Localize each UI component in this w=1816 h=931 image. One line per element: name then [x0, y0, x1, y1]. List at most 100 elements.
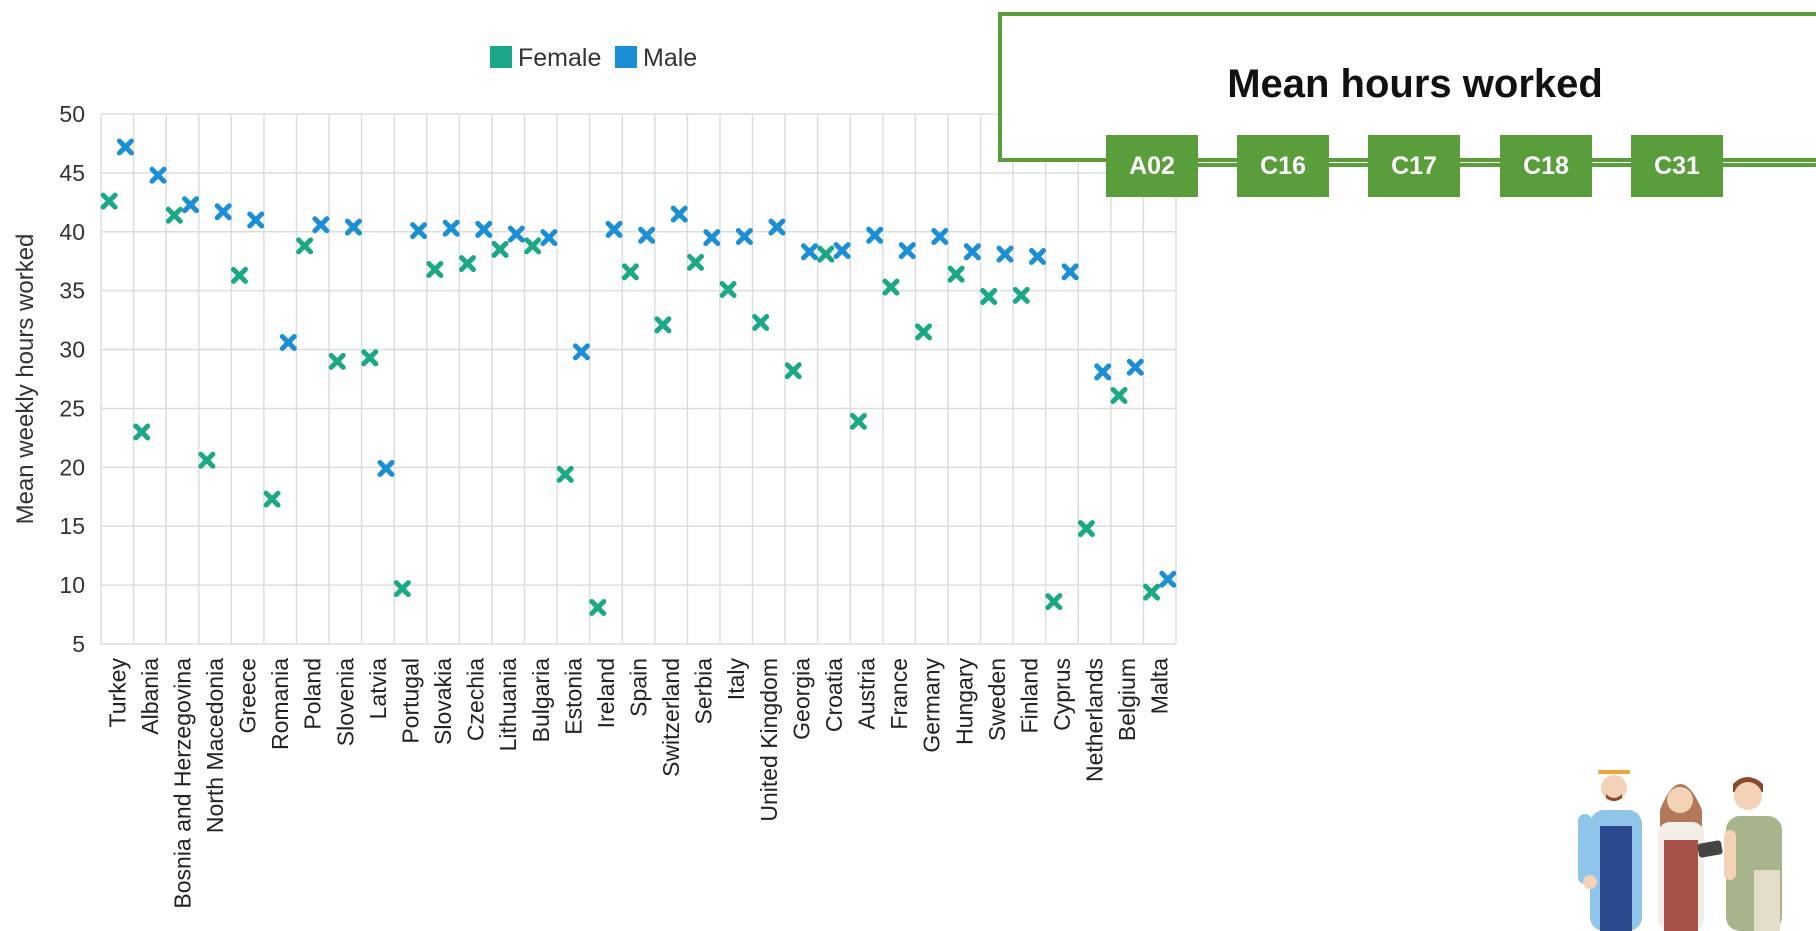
- workers-illustration: [1578, 770, 1782, 931]
- x-tick-label: Bosnia and Herzegovina: [169, 658, 195, 909]
- x-tick-label: Slovakia: [430, 658, 456, 745]
- x-tick-label: Malta: [1147, 658, 1173, 714]
- point-male: [1094, 363, 1112, 381]
- point-female: [296, 237, 314, 255]
- point-female: [198, 451, 216, 469]
- point-female: [1143, 583, 1161, 601]
- x-tick-label: Germany: [919, 658, 945, 753]
- point-female: [654, 316, 672, 334]
- point-female: [556, 465, 574, 483]
- legend-swatch-female: [490, 46, 512, 68]
- point-female: [882, 278, 900, 296]
- point-male: [963, 243, 981, 261]
- x-tick-label: Portugal: [397, 658, 423, 744]
- x-tick-label: Belgium: [1114, 658, 1140, 741]
- point-female: [687, 253, 705, 271]
- y-tick-label: 45: [59, 160, 85, 186]
- point-male: [931, 227, 949, 245]
- point-female: [817, 245, 835, 263]
- code-button-c16[interactable]: C16: [1237, 135, 1329, 197]
- panel-divider: [1150, 163, 1816, 167]
- x-tick-label: Estonia: [560, 658, 586, 735]
- y-tick-label: 10: [59, 572, 85, 598]
- x-tick-label: Hungary: [951, 658, 977, 745]
- point-male: [801, 243, 819, 261]
- x-tick-label: Turkey: [104, 658, 130, 728]
- point-female: [980, 288, 998, 306]
- point-male: [247, 211, 265, 229]
- point-male: [703, 229, 721, 247]
- x-tick-label: Italy: [723, 658, 749, 701]
- x-tick-label: Switzerland: [658, 658, 684, 777]
- x-tick-label: Ireland: [593, 658, 619, 728]
- code-button-c17[interactable]: C17: [1368, 135, 1460, 197]
- point-female: [100, 192, 118, 210]
- point-female: [361, 349, 379, 367]
- point-male: [605, 220, 623, 238]
- x-tick-label: Spain: [626, 658, 652, 717]
- point-male: [312, 216, 330, 234]
- panel-title: Mean hours worked: [1227, 62, 1603, 106]
- x-tick-label: France: [886, 658, 912, 730]
- point-female: [849, 412, 867, 430]
- x-tick-label: United Kingdom: [756, 658, 782, 822]
- point-male: [572, 343, 590, 361]
- y-tick-label: 25: [59, 395, 85, 421]
- point-male: [214, 203, 232, 221]
- y-tick-label: 20: [59, 454, 85, 480]
- point-male: [149, 166, 167, 184]
- point-female: [458, 255, 476, 273]
- point-male: [377, 460, 395, 478]
- y-axis-label: Mean weekly hours worked: [12, 234, 39, 525]
- point-female: [230, 266, 248, 284]
- point-female: [491, 240, 509, 258]
- point-male: [1061, 263, 1079, 281]
- point-female: [426, 260, 444, 278]
- worker-figure-2: [1658, 784, 1723, 931]
- x-tick-label: Poland: [300, 658, 326, 730]
- legend-swatch-male: [615, 46, 637, 68]
- point-female: [915, 323, 933, 341]
- y-tick-label: 35: [59, 278, 85, 304]
- point-male: [768, 218, 786, 236]
- point-male: [475, 220, 493, 238]
- point-female: [621, 263, 639, 281]
- point-female: [133, 423, 151, 441]
- code-button-c18[interactable]: C18: [1500, 135, 1592, 197]
- point-male: [410, 222, 428, 240]
- point-female: [1012, 286, 1030, 304]
- y-tick-label: 40: [59, 219, 85, 245]
- point-male: [344, 218, 362, 236]
- point-male: [996, 245, 1014, 263]
- x-tick-label: Austria: [854, 658, 880, 730]
- point-female: [393, 580, 411, 598]
- worker-figure-3: [1724, 777, 1782, 931]
- point-male: [182, 196, 200, 214]
- point-male: [1159, 570, 1177, 588]
- y-tick-label: 5: [72, 631, 85, 657]
- point-female: [1077, 520, 1095, 538]
- point-male: [540, 229, 558, 247]
- point-male: [442, 219, 460, 237]
- y-tick-label: 30: [59, 337, 85, 363]
- x-tick-label: North Macedonia: [202, 658, 228, 833]
- legend-label-female: Female: [518, 44, 601, 72]
- x-tick-label: Bulgaria: [528, 658, 554, 743]
- code-button-c31[interactable]: C31: [1631, 135, 1723, 197]
- point-male: [833, 242, 851, 260]
- point-female: [589, 598, 607, 616]
- code-button-a02[interactable]: A02: [1106, 135, 1198, 197]
- point-male: [735, 227, 753, 245]
- point-female: [784, 362, 802, 380]
- point-male: [279, 333, 297, 351]
- x-tick-label: Lithuania: [495, 658, 521, 752]
- x-tick-label: Sweden: [984, 658, 1010, 741]
- point-male: [866, 226, 884, 244]
- x-tick-label: Netherlands: [1082, 658, 1108, 782]
- x-tick-label: Romania: [267, 658, 293, 750]
- point-female: [165, 206, 183, 224]
- x-tick-label: Slovenia: [332, 658, 358, 746]
- worker-figure-1: [1578, 770, 1642, 931]
- point-male: [638, 226, 656, 244]
- x-tick-label: Serbia: [691, 658, 717, 725]
